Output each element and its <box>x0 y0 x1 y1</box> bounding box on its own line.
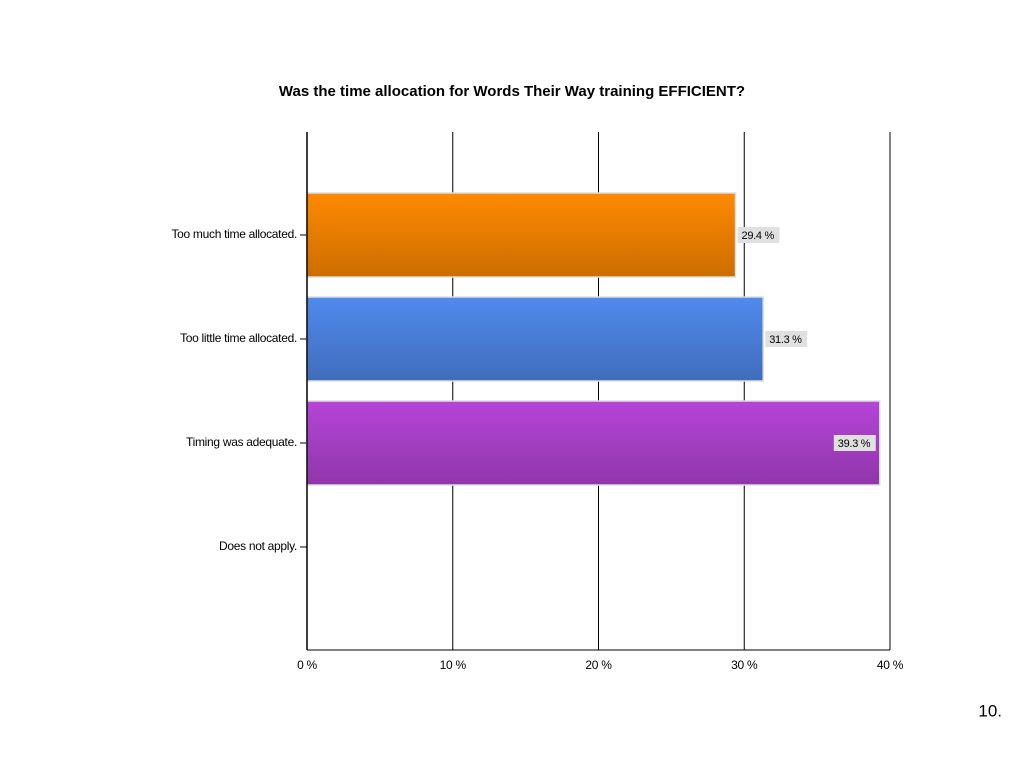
bar <box>306 400 881 486</box>
chart-title: Was the time allocation for Words Their … <box>279 83 745 100</box>
y-tick-label: Too little time allocated. <box>180 331 297 345</box>
x-tick-label: 10 % <box>440 658 467 672</box>
value-label: 31.3 % <box>769 334 802 346</box>
x-tick-label: 0 % <box>297 658 317 672</box>
bar <box>306 296 764 382</box>
value-label-bg <box>765 331 808 347</box>
value-label: 29.4 % <box>742 230 775 242</box>
x-tick-label: 20 % <box>585 658 612 672</box>
x-tick-label: 30 % <box>731 658 758 672</box>
value-label-bg <box>833 435 876 451</box>
bar <box>306 192 737 278</box>
value-label-bg <box>737 227 780 243</box>
page-number: 10. <box>978 701 1002 720</box>
y-tick-label: Timing was adequate. <box>186 435 297 449</box>
x-tick-label: 40 % <box>877 658 904 672</box>
y-tick-label: Does not apply. <box>219 539 297 553</box>
value-label: 39.3 % <box>838 438 871 450</box>
y-tick-label: Too much time allocated. <box>171 227 297 241</box>
